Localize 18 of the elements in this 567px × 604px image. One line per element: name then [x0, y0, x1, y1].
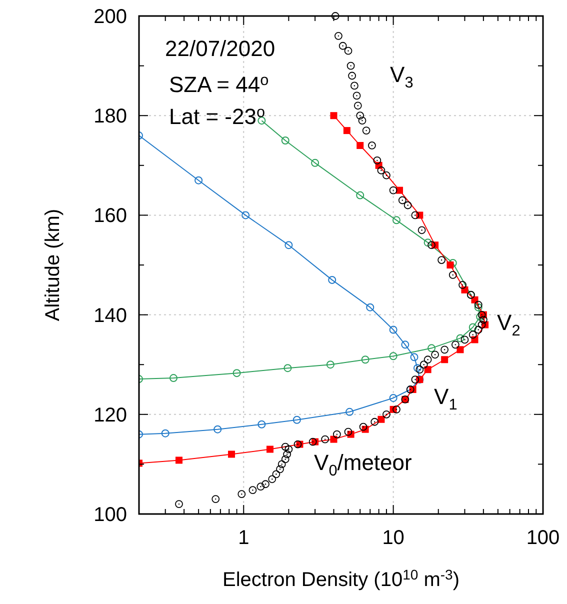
y-tick-label: 160	[94, 205, 127, 228]
x-tick-label: 1	[238, 527, 250, 549]
y-tick-label: 180	[94, 106, 127, 128]
y-axis-title: Altitude (km)	[42, 208, 64, 322]
annotation: V$_{0}$/meteor	[314, 450, 412, 480]
y-tick-label: 200	[94, 6, 127, 28]
annotation: Lat = -23$^{o}$	[169, 104, 266, 129]
x-tick-label: 10	[382, 527, 404, 549]
y-tick-label: 100	[94, 504, 127, 526]
annotation: V$_{1}$	[434, 384, 458, 414]
annotation: SZA = 44$^{o}$	[169, 72, 269, 97]
annotation: V$_{2}$	[497, 310, 520, 340]
y-tick-label: 120	[94, 404, 127, 426]
y-tick-label: 140	[94, 304, 127, 327]
annotation: V$_{3}$	[390, 62, 414, 92]
x-axis-title: Electron Density (10$^{10}$ m$^{-3}$)	[222, 566, 460, 591]
x-tick-label: 100	[526, 527, 560, 549]
annotation: 22/07/2020	[165, 36, 276, 61]
